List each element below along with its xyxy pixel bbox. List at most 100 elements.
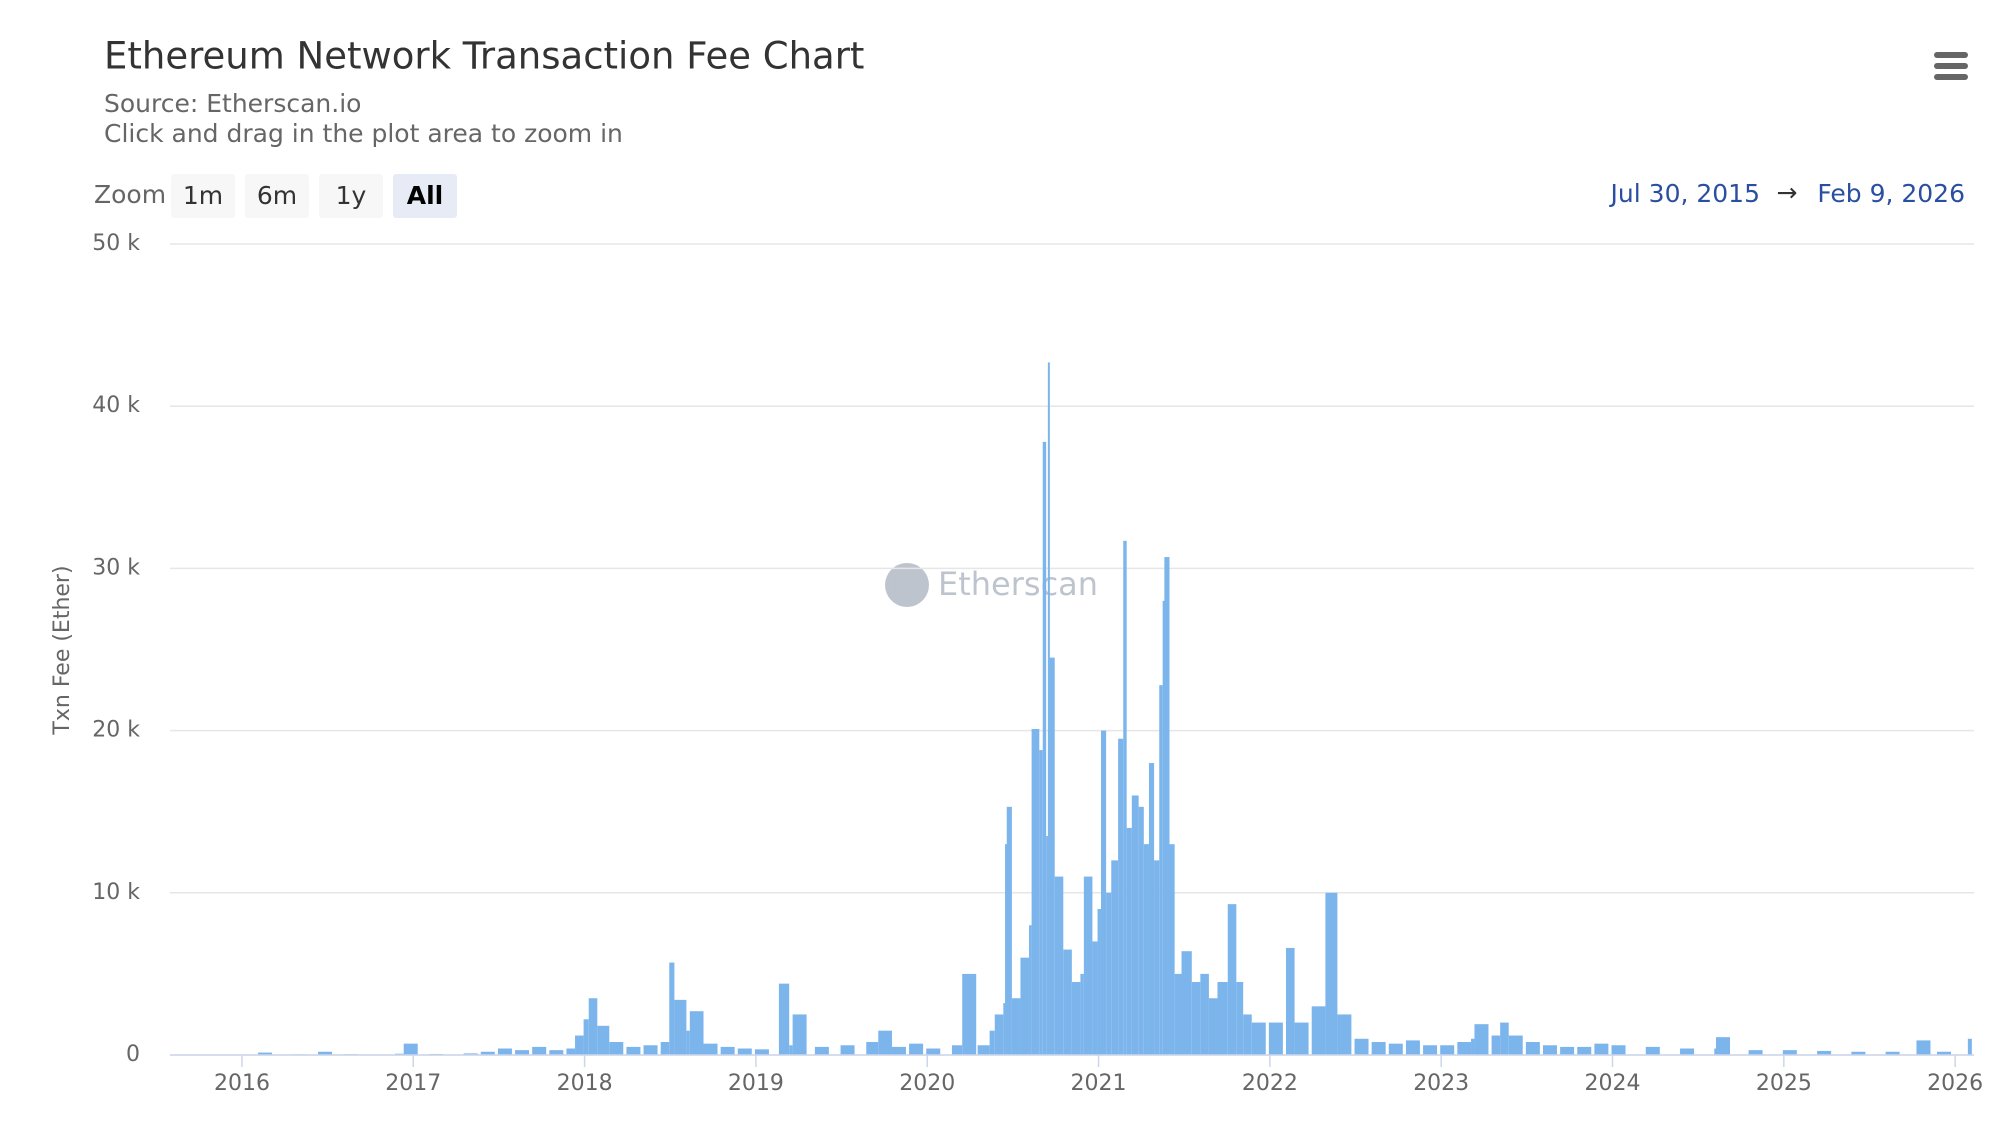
x-tick-label: 2018 xyxy=(557,1071,613,1096)
bar xyxy=(1405,1040,1420,1055)
bar xyxy=(1337,1014,1352,1055)
bar xyxy=(532,1046,547,1055)
x-tick-label: 2025 xyxy=(1756,1071,1812,1096)
bar xyxy=(1143,844,1149,1055)
bar xyxy=(1003,1003,1006,1055)
zoom-button-label[interactable]: 1m xyxy=(183,181,223,210)
menu-button[interactable] xyxy=(1934,52,1968,80)
zoom-button-label[interactable]: 6m xyxy=(257,181,297,210)
watermark-text: Etherscan xyxy=(938,565,1098,603)
bar xyxy=(720,1046,735,1055)
bar xyxy=(1011,998,1021,1055)
x-tick-label: 2020 xyxy=(899,1071,955,1096)
bar xyxy=(1286,947,1295,1055)
menu-bar[interactable] xyxy=(1934,52,1968,58)
bar xyxy=(1138,806,1144,1055)
bar xyxy=(1174,973,1182,1055)
y-tick-label: 40 k xyxy=(92,393,140,418)
bar xyxy=(497,1048,512,1055)
bar xyxy=(1217,982,1228,1055)
bar xyxy=(878,1030,892,1055)
bar xyxy=(962,973,977,1055)
bar xyxy=(1440,1045,1455,1055)
bar xyxy=(1714,1048,1717,1055)
bar xyxy=(1782,1050,1797,1055)
bar xyxy=(1294,1022,1309,1055)
bar xyxy=(1123,540,1127,1055)
bar xyxy=(1169,844,1175,1055)
bar xyxy=(463,1053,478,1055)
bar xyxy=(1071,982,1081,1055)
bar xyxy=(1885,1051,1900,1055)
bar xyxy=(1500,1022,1509,1055)
bar xyxy=(689,1011,704,1055)
chart-hint: Click and drag in the plot area to zoom … xyxy=(104,119,623,148)
bar xyxy=(1227,904,1237,1055)
bar xyxy=(669,962,675,1055)
range-from[interactable]: Jul 30, 2015 xyxy=(1609,179,1760,208)
bar xyxy=(597,1025,610,1055)
zoom-button[interactable] xyxy=(245,174,309,218)
bar xyxy=(840,1045,855,1055)
bar xyxy=(1251,1022,1266,1055)
bar xyxy=(1131,795,1139,1055)
range-to[interactable]: Feb 9, 2026 xyxy=(1817,179,1965,208)
bar xyxy=(1063,949,1072,1055)
bar xyxy=(1325,892,1338,1055)
menu-bar[interactable] xyxy=(1934,63,1968,69)
bar xyxy=(1916,1040,1931,1055)
zoom-button[interactable] xyxy=(319,174,383,218)
bar xyxy=(1181,951,1192,1055)
x-tick-label: 2024 xyxy=(1585,1071,1641,1096)
bar xyxy=(1126,827,1132,1055)
bar xyxy=(1039,750,1043,1055)
range-arrow: → xyxy=(1777,178,1798,207)
bar xyxy=(318,1051,333,1055)
x-tick-label: 2022 xyxy=(1242,1071,1298,1096)
bar xyxy=(909,1043,924,1055)
bar xyxy=(1354,1038,1369,1055)
bar xyxy=(866,1042,879,1055)
bar xyxy=(1371,1042,1386,1055)
bar xyxy=(583,1019,589,1055)
bars xyxy=(172,362,1972,1055)
bar xyxy=(1937,1051,1952,1055)
menu-bar[interactable] xyxy=(1934,74,1968,80)
bar xyxy=(1164,557,1170,1055)
watermark-logo xyxy=(885,563,929,607)
x-tick-label: 2023 xyxy=(1413,1071,1469,1096)
bar xyxy=(575,1035,584,1055)
chart-title: Ethereum Network Transaction Fee Chart xyxy=(104,35,864,78)
zoom-button-label[interactable]: All xyxy=(407,181,444,210)
bar xyxy=(1243,1014,1252,1055)
y-tick-label: 10 k xyxy=(92,880,140,905)
y-tick-label: 50 k xyxy=(92,231,140,256)
zoom-button[interactable] xyxy=(393,174,457,218)
bar xyxy=(1645,1046,1660,1055)
y-tick-label: 20 k xyxy=(92,718,140,743)
bar xyxy=(588,998,598,1055)
bar xyxy=(1118,738,1124,1055)
y-tick-label: 0 xyxy=(126,1042,140,1067)
bar xyxy=(789,1045,793,1055)
zoom-button[interactable] xyxy=(171,174,235,218)
bar xyxy=(1054,876,1064,1055)
bar xyxy=(1471,1038,1475,1055)
bar xyxy=(1680,1048,1695,1055)
bar xyxy=(626,1046,641,1055)
bar xyxy=(1097,909,1101,1055)
bar xyxy=(566,1048,576,1055)
y-tick-label: 30 k xyxy=(92,555,140,580)
bar xyxy=(1080,973,1084,1055)
bar xyxy=(989,1030,995,1055)
bar xyxy=(1560,1046,1575,1055)
zoom-button-label[interactable]: 1y xyxy=(336,181,367,210)
bar xyxy=(1083,876,1093,1055)
bar xyxy=(1423,1045,1438,1055)
bar xyxy=(778,983,790,1055)
zoom-label: Zoom xyxy=(94,180,166,209)
bar xyxy=(1154,860,1160,1055)
bar xyxy=(1817,1050,1832,1055)
x-tick-label: 2017 xyxy=(385,1071,441,1096)
